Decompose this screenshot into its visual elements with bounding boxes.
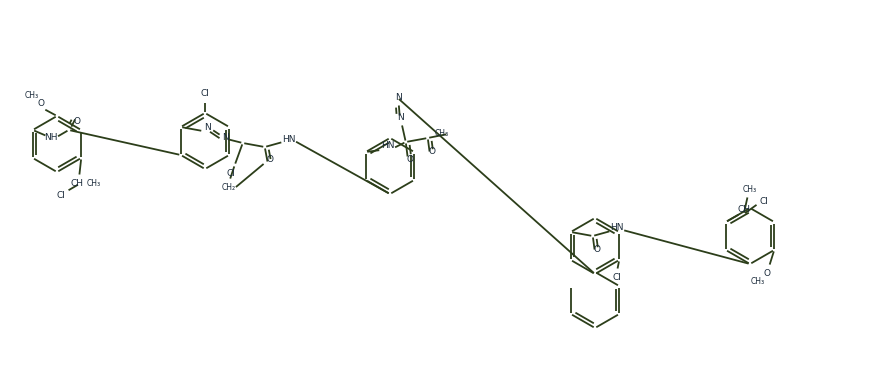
Text: N: N (395, 94, 402, 103)
Text: CH: CH (737, 205, 750, 214)
Text: CH: CH (70, 179, 84, 188)
Text: O: O (266, 155, 273, 164)
Text: Cl: Cl (57, 191, 66, 200)
Text: CH₃: CH₃ (434, 129, 449, 138)
Text: Cl: Cl (226, 168, 235, 177)
Text: O: O (73, 117, 80, 126)
Text: HN: HN (610, 223, 624, 232)
Text: N: N (397, 112, 404, 121)
Text: N: N (205, 123, 211, 132)
Text: CH₃: CH₃ (742, 185, 756, 194)
Text: HN: HN (381, 141, 394, 150)
Text: O: O (428, 147, 435, 156)
Text: O: O (406, 156, 413, 165)
Text: Cl: Cl (200, 89, 209, 99)
Text: N: N (222, 133, 229, 143)
Text: HN: HN (282, 135, 295, 144)
Text: CH₂: CH₂ (222, 183, 236, 193)
Text: CH₃: CH₃ (750, 277, 765, 287)
Text: O: O (764, 268, 771, 277)
Text: Cl: Cl (613, 273, 622, 282)
Text: CH₃: CH₃ (25, 91, 39, 100)
Text: Cl: Cl (759, 197, 768, 206)
Text: NH: NH (44, 133, 58, 143)
Text: CH₃: CH₃ (86, 179, 101, 188)
Text: O: O (594, 246, 600, 255)
Text: O: O (37, 99, 44, 108)
